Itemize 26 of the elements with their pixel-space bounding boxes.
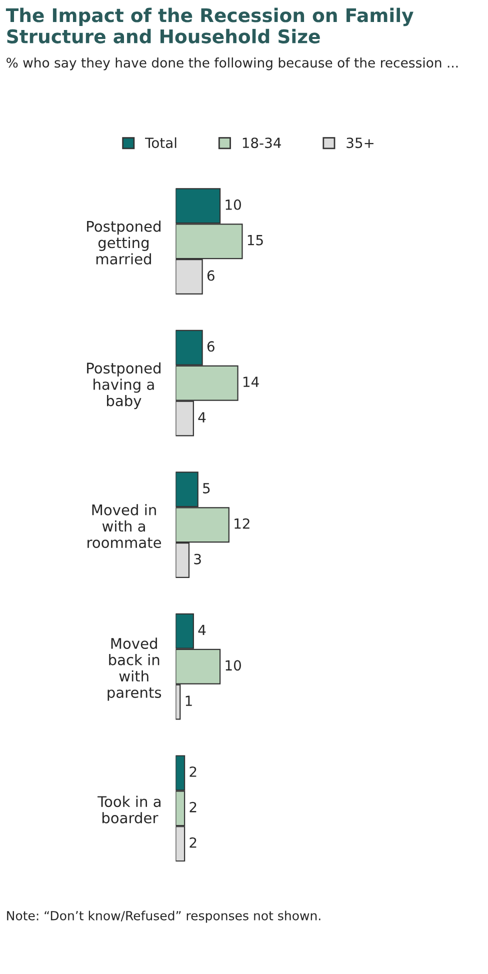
data-label: 2 bbox=[190, 837, 196, 848]
y-tick-label: Moved back in with parents bbox=[108, 638, 162, 701]
data-label: 10 bbox=[226, 199, 241, 210]
data-label: 2 bbox=[190, 802, 196, 812]
chart-title: The Impact of the Recession on Family Structure and Household Size bbox=[6, 8, 414, 44]
data-label: 14 bbox=[243, 376, 259, 387]
y-tick-label: Postponed getting married bbox=[87, 220, 160, 265]
y-tick-label: Took in a boarder bbox=[98, 796, 160, 824]
legend-label: 35+ bbox=[346, 138, 374, 148]
text: Note: “Don’t know/Refused” responses not shown. bbox=[7, 910, 320, 923]
data-label: 10 bbox=[226, 660, 241, 671]
data-label: 6 bbox=[207, 341, 214, 352]
data-label: 5 bbox=[203, 483, 210, 494]
data-label: 4 bbox=[198, 412, 206, 422]
data-label: 15 bbox=[248, 235, 263, 246]
chart-subtitle: % who say they have done the following because of the recession ... bbox=[6, 57, 458, 70]
data-label: 2 bbox=[190, 766, 196, 777]
y-tick-label: Moved in with a roommate bbox=[88, 504, 162, 548]
data-label: 3 bbox=[194, 554, 201, 564]
legend-label: Total bbox=[145, 137, 176, 148]
data-label: 4 bbox=[198, 624, 206, 636]
data-label: 1 bbox=[186, 696, 192, 706]
data-label: 12 bbox=[234, 518, 250, 529]
data-label: 6 bbox=[207, 270, 214, 281]
legend-label: 18-34 bbox=[242, 138, 281, 148]
y-tick-label: Postponed having a baby bbox=[87, 362, 160, 410]
